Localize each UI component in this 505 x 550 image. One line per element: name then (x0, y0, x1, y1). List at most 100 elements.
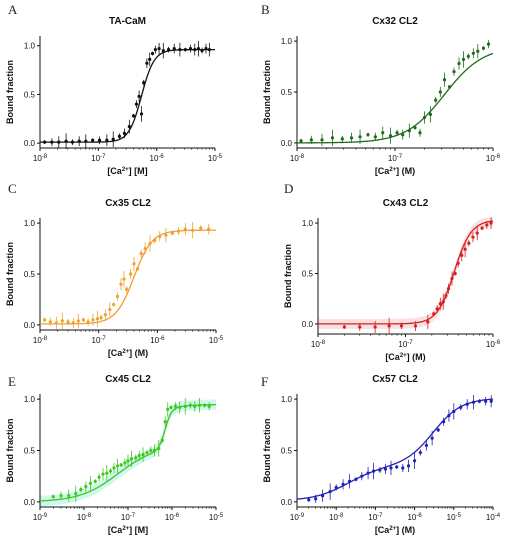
data-point (307, 498, 311, 502)
data-point (436, 428, 440, 432)
data-point (132, 262, 136, 266)
x-tick-label: 10-7 (92, 336, 107, 345)
data-point (127, 124, 131, 129)
data-point (465, 402, 469, 406)
data-point (441, 300, 445, 304)
data-point (341, 482, 345, 486)
data-point (452, 409, 456, 414)
data-point (383, 467, 388, 471)
panel-d: D Cx43 CL2 0.0 0.5 1.0 10-8 10-7 10-6 Bound frac… (283, 181, 501, 362)
y-axis-label: Bound fraction (5, 242, 15, 306)
data-point (149, 448, 153, 453)
confidence-band (40, 399, 216, 507)
x-axis-label: [Ca2+] (M) (385, 352, 425, 362)
data-point (172, 47, 176, 51)
data-point (43, 140, 47, 144)
data-point (461, 57, 466, 62)
data-point (131, 114, 136, 118)
x-tick-label: 10-7 (388, 154, 403, 163)
chart-title: Cx57 CL2 (372, 374, 418, 385)
data-point (164, 233, 168, 237)
panel-letter: A (8, 2, 18, 17)
data-point (438, 90, 442, 94)
fit-curve (39, 403, 217, 502)
data-point (447, 85, 452, 89)
panel-letter: D (284, 181, 293, 196)
data-point (105, 138, 109, 142)
data-point (453, 271, 457, 276)
data-point (176, 229, 181, 233)
x-tick-label: 10-5 (447, 513, 462, 522)
data-point (188, 47, 193, 51)
y-tick-label: 1.0 (24, 42, 36, 51)
data-point (199, 226, 203, 230)
panel-f: F Cx57 CL2 0.0 0.5 1.0 10-9 10-8 10-7 10-6 10-5 10… (261, 374, 501, 535)
data-point (115, 464, 120, 468)
data-point (426, 320, 430, 324)
data-point (141, 453, 145, 457)
data-point (207, 48, 211, 52)
data-point (148, 241, 152, 246)
data-point (70, 140, 75, 144)
data-point (178, 48, 182, 52)
data-point (77, 139, 81, 143)
data-point (389, 466, 393, 470)
data-point (472, 400, 476, 404)
data-point (413, 459, 417, 463)
x-tick-label: 10-6 (486, 340, 501, 349)
data-point (101, 472, 105, 476)
data-point (401, 466, 405, 470)
data-point (122, 277, 126, 281)
y-tick-label: 0.5 (24, 90, 36, 99)
data-point (139, 252, 143, 256)
panel-letter: E (8, 374, 16, 389)
data-point (193, 404, 197, 408)
data-point (435, 307, 439, 311)
chart-title: Cx35 CL2 (105, 198, 151, 209)
data-point (137, 454, 141, 458)
data-point (126, 459, 130, 463)
data-point (161, 49, 165, 53)
data-point (299, 139, 303, 143)
data-point (158, 234, 162, 238)
x-tick-label: 10-6 (150, 336, 165, 345)
data-point (342, 325, 346, 329)
data-point (166, 407, 170, 412)
y-axis-label: Bound fraction (262, 419, 272, 483)
data-point (178, 405, 182, 409)
data-point (200, 49, 204, 53)
panel-letter: F (261, 374, 268, 389)
data-point (438, 302, 442, 306)
x-axis-label: [Ca2+] [M] (108, 525, 148, 535)
y-tick-label: 0.0 (302, 320, 314, 329)
data-point (173, 404, 178, 408)
data-point (444, 294, 448, 298)
data-point (477, 399, 482, 403)
y-tick-label: 1.0 (24, 219, 36, 228)
data-point (145, 450, 149, 455)
y-tick-label: 0.5 (281, 88, 293, 97)
data-point (137, 94, 141, 98)
data-point (381, 131, 385, 135)
x-tick-label: 10-9 (290, 513, 305, 522)
data-point (446, 287, 451, 291)
data-point (134, 456, 138, 460)
data-point (320, 138, 324, 142)
data-point (399, 324, 404, 328)
fit-curve (40, 229, 216, 325)
fit-curve (297, 52, 494, 144)
data-point (95, 317, 99, 321)
x-axis-label: [Ca2+] (M) (375, 166, 415, 176)
data-point (97, 138, 102, 142)
data-point (428, 112, 433, 116)
x-tick-label: 10-6 (486, 154, 501, 163)
x-tick-label: 10-9 (33, 513, 48, 522)
data-point (119, 282, 123, 286)
y-tick-label: 0.0 (281, 498, 293, 507)
data-point (54, 321, 58, 325)
panel-a: A TA-CaM 0.0 0.5 1.0 10-8 10-7 10-6 10-5 Bound fr… (5, 2, 223, 176)
data-point (340, 137, 344, 141)
data-point (59, 494, 63, 498)
data-point (197, 403, 202, 407)
data-point (204, 47, 208, 51)
